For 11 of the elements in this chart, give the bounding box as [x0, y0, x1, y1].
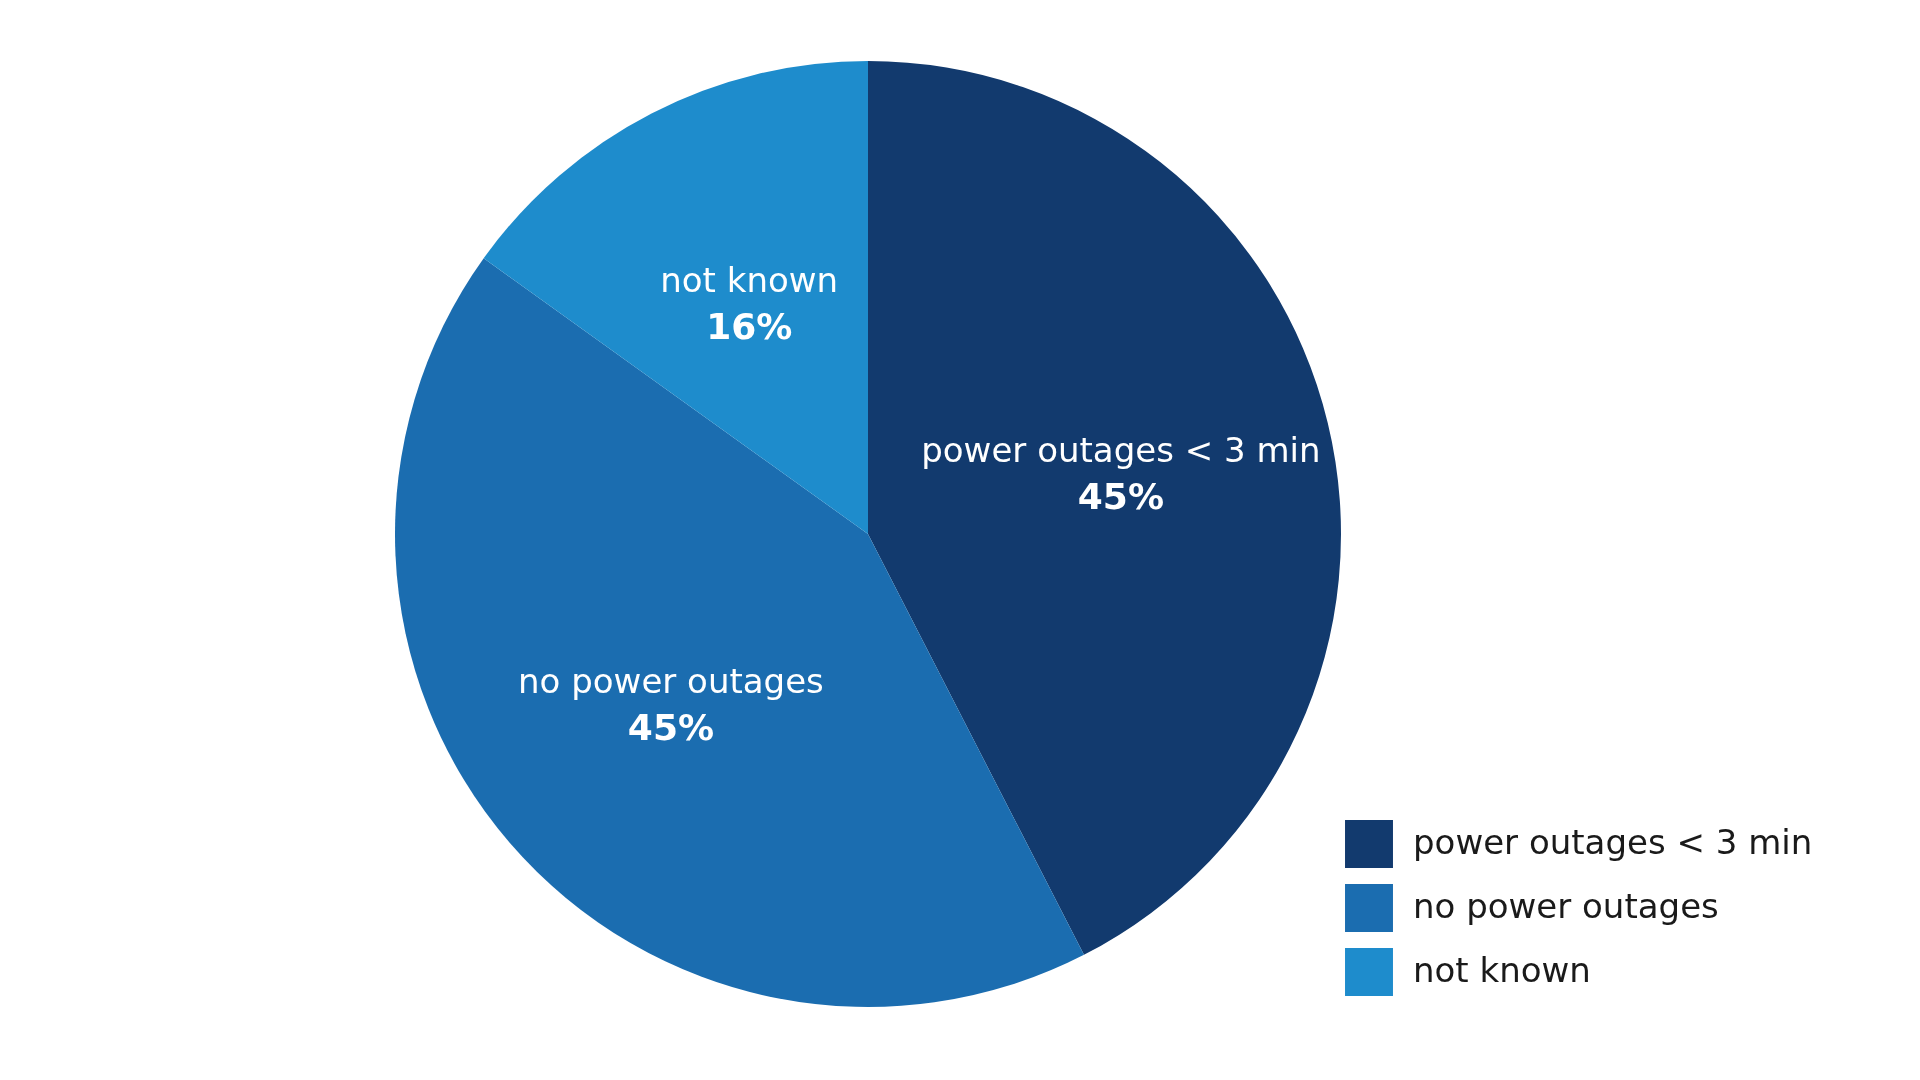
- legend-label: no power outages: [1413, 886, 1719, 926]
- data-label: 45%: [627, 706, 715, 748]
- legend-label: not known: [1413, 950, 1591, 990]
- slice-label: power outages < 3 min: [921, 429, 1321, 470]
- slice-label: not known: [660, 259, 839, 300]
- data-label: 45%: [1077, 475, 1164, 517]
- data-label: 16%: [706, 305, 793, 347]
- pie-slice: [868, 61, 1341, 955]
- slice-label: no power outages: [518, 660, 824, 701]
- pie-slice: [483, 61, 868, 534]
- legend-label: power outages < 3 min: [1413, 822, 1813, 862]
